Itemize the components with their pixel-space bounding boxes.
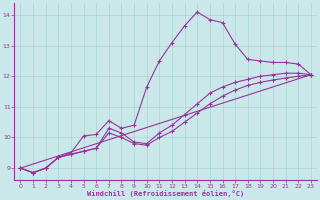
X-axis label: Windchill (Refroidissement éolien,°C): Windchill (Refroidissement éolien,°C) [87, 190, 244, 197]
